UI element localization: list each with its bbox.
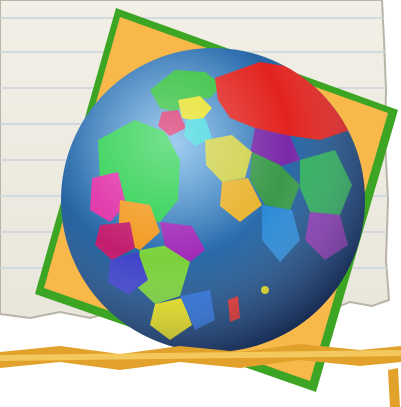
gold-ribbon bbox=[0, 344, 401, 407]
globe bbox=[61, 48, 365, 352]
